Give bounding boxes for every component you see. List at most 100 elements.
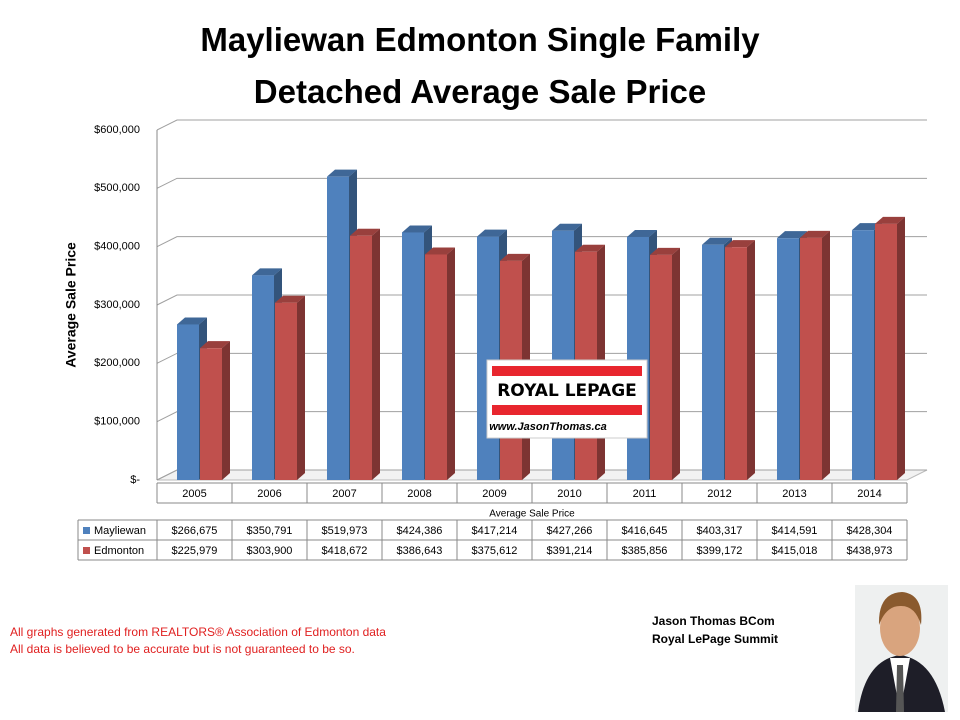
table-value: $391,214	[547, 545, 593, 557]
bar	[425, 247, 455, 480]
note: All data is believed to be accurate but …	[10, 642, 355, 656]
y-tick-label: $-	[130, 474, 140, 486]
bar	[275, 295, 305, 480]
bar-front	[275, 302, 297, 480]
legend-label: Edmonton	[94, 545, 144, 557]
bar	[800, 230, 830, 480]
bar-side	[222, 341, 230, 480]
bar-side-shade	[372, 228, 380, 480]
bar-front	[177, 324, 199, 480]
bar-top	[650, 247, 680, 255]
y-tick-label: $500,000	[94, 182, 140, 194]
bar	[350, 228, 380, 480]
grid-line	[156, 177, 927, 189]
x-tick-label: 2011	[633, 488, 657, 500]
bar-top-shade	[425, 247, 455, 255]
logo-brand: ROYAL LEPAGE	[497, 381, 637, 401]
bar	[725, 240, 755, 480]
table-value: $375,612	[472, 545, 518, 557]
bar-top	[275, 295, 305, 303]
bar-front	[650, 254, 672, 480]
bar-top	[477, 229, 507, 237]
y-tick-label: $100,000	[94, 416, 140, 428]
bar	[875, 216, 905, 480]
bar-front	[252, 275, 274, 480]
bar-top-shade	[875, 216, 905, 224]
bar-top	[177, 317, 207, 325]
bar-top	[350, 228, 380, 236]
bar-top-shade	[575, 244, 605, 252]
note: All graphs generated from REALTORS® Asso…	[10, 625, 386, 639]
table-value: $416,645	[622, 525, 668, 537]
bar-top-shade	[650, 247, 680, 255]
bar-top	[327, 169, 357, 177]
grid-line	[156, 119, 927, 131]
bar-top-shade	[327, 169, 357, 177]
bar-front	[327, 176, 349, 480]
table-value: $424,386	[397, 525, 443, 537]
bar-top-shade	[500, 253, 530, 261]
bar-side	[897, 216, 905, 480]
bar-side-shade	[297, 295, 305, 480]
table-value: $386,643	[397, 545, 443, 557]
bar-side	[297, 295, 305, 480]
bar-top-shade	[350, 228, 380, 236]
y-tick-label: $300,000	[94, 299, 140, 311]
bar-top	[425, 247, 455, 255]
bar-top-shade	[402, 225, 432, 233]
bar-front	[875, 223, 897, 480]
plot: $- $100,000 $200,000 $300,000 $400,000 $500,0…	[77, 119, 928, 561]
bar-top-shade	[252, 268, 282, 276]
legend-swatch	[83, 527, 90, 534]
photo-face	[880, 600, 920, 656]
bar-side	[447, 247, 455, 480]
x-tick-label: 2014	[857, 488, 881, 500]
logo: ROYAL LEPAGE www.JasonThomas.ca	[486, 359, 648, 439]
grid-line	[156, 236, 927, 248]
table-value: $428,304	[847, 525, 893, 537]
table-value: $403,317	[697, 525, 743, 537]
bar-side	[747, 240, 755, 480]
bar-top-shade	[177, 317, 207, 325]
author-name: Jason Thomas BCom	[652, 614, 775, 628]
bar-top	[627, 229, 657, 237]
table-value: $438,973	[847, 545, 893, 557]
bar-top	[500, 253, 530, 261]
x-tick-label: 2008	[407, 488, 431, 500]
bar-side-shade	[222, 341, 230, 480]
bar-front	[725, 247, 747, 480]
table-value: $385,856	[622, 545, 668, 557]
table-value: $266,675	[172, 525, 218, 537]
y-tick-label: $400,000	[94, 241, 140, 253]
bar-front	[425, 254, 447, 480]
bar-top	[777, 231, 807, 239]
table-value: $427,266	[547, 525, 593, 537]
bar-top	[852, 223, 882, 231]
table-value: $399,172	[697, 545, 743, 557]
table-value: $303,900	[247, 545, 293, 557]
photo	[855, 585, 948, 712]
x-tick-label: 2005	[182, 488, 206, 500]
table-value: $350,791	[247, 525, 293, 537]
table-value: $414,591	[772, 525, 818, 537]
bar-top-shade	[725, 240, 755, 248]
bar-top	[252, 268, 282, 276]
bar-side	[822, 230, 830, 480]
author-company: Royal LePage Summit	[652, 632, 779, 646]
logo-bar	[492, 366, 642, 376]
bar-top-shade	[777, 231, 807, 239]
logo-bar	[492, 405, 642, 415]
table-value: $415,018	[772, 545, 818, 557]
bar	[200, 341, 230, 480]
bar-top	[702, 237, 732, 245]
bar-side	[372, 228, 380, 480]
table-value: $225,979	[172, 545, 218, 557]
x-axis-label: Average Sale Price	[489, 509, 575, 520]
table-value: $418,672	[322, 545, 368, 557]
x-tick-label: 2012	[707, 488, 731, 500]
bar-front	[200, 348, 222, 480]
x-tick-label: 2006	[257, 488, 281, 500]
bar-side-shade	[822, 230, 830, 480]
